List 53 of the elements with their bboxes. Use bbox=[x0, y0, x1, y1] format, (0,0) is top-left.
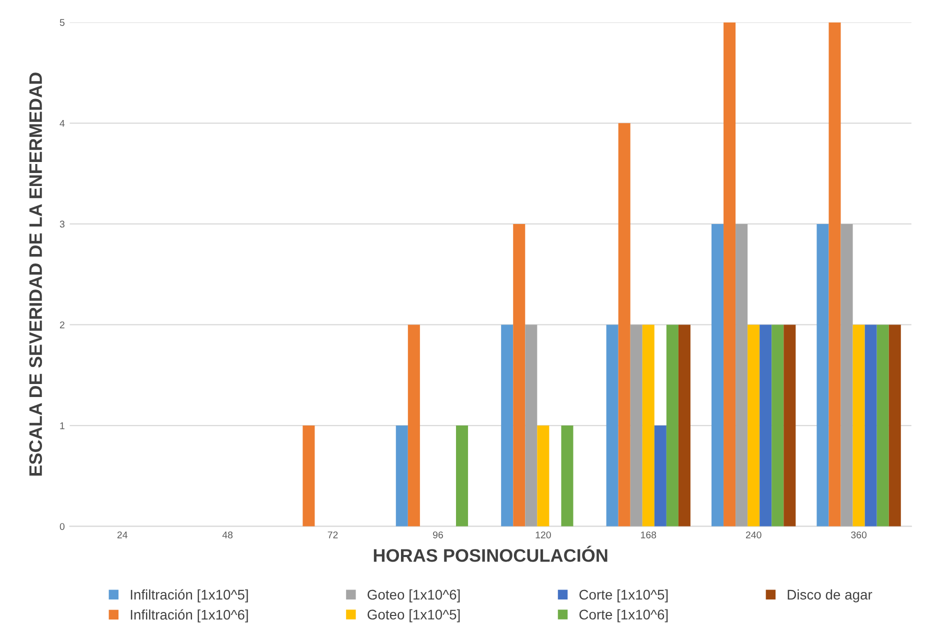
legend-label: Goteo [1x10^5] bbox=[368, 609, 460, 622]
y-tick-label: 0 bbox=[60, 523, 65, 530]
legend-label: Corte [1x10^5] bbox=[579, 589, 668, 602]
bar bbox=[876, 324, 889, 526]
x-tick-label: 240 bbox=[746, 531, 762, 538]
x-axis-title: HORAS POSINOCULACIÓN bbox=[374, 546, 608, 562]
bar bbox=[772, 324, 784, 526]
bar bbox=[736, 224, 748, 526]
x-tick-label: 24 bbox=[117, 531, 128, 538]
legend-label: Infiltración [1x10^5] bbox=[130, 589, 248, 602]
bar bbox=[666, 324, 678, 526]
y-axis-title: ESCALA DE SEVERIDAD DE LA ENFERMEDAD bbox=[29, 72, 42, 476]
bar bbox=[513, 224, 526, 526]
bar bbox=[840, 224, 853, 526]
bar bbox=[456, 426, 468, 526]
y-tick-label: 4 bbox=[60, 120, 65, 127]
bar bbox=[828, 22, 841, 526]
bar bbox=[606, 324, 618, 526]
bar bbox=[852, 324, 865, 526]
legend-label: Disco de agar bbox=[788, 589, 872, 602]
bar bbox=[724, 22, 736, 526]
x-tick-label: 96 bbox=[433, 531, 443, 538]
legend-label: Goteo [1x10^6] bbox=[368, 589, 460, 602]
x-tick-label: 72 bbox=[328, 531, 338, 538]
x-tick-label: 48 bbox=[222, 531, 233, 538]
bar bbox=[888, 324, 901, 526]
bar bbox=[784, 324, 796, 526]
bar bbox=[537, 426, 550, 526]
bar bbox=[630, 324, 642, 526]
y-tick-label: 1 bbox=[60, 422, 64, 430]
bar bbox=[678, 324, 690, 526]
bar bbox=[396, 426, 408, 526]
x-tick-label: 360 bbox=[851, 531, 867, 538]
bar bbox=[408, 324, 420, 526]
bar bbox=[748, 324, 760, 526]
bar bbox=[712, 224, 724, 526]
bar bbox=[642, 324, 654, 526]
bar bbox=[302, 426, 315, 526]
bar bbox=[561, 426, 574, 526]
y-tick-label: 5 bbox=[60, 19, 64, 26]
x-tick-label: 120 bbox=[536, 531, 551, 538]
y-tick-label: 3 bbox=[60, 220, 64, 228]
x-tick-label: 168 bbox=[641, 531, 656, 538]
bar bbox=[654, 426, 666, 526]
legend-label: Infiltración [1x10^6] bbox=[130, 609, 248, 622]
bar bbox=[816, 224, 829, 526]
bar bbox=[760, 324, 772, 526]
legend-label: Corte [1x10^6] bbox=[579, 609, 668, 622]
bar bbox=[864, 324, 877, 526]
bar bbox=[501, 324, 514, 526]
bar bbox=[618, 123, 630, 526]
bar bbox=[525, 324, 538, 526]
y-tick-label: 2 bbox=[60, 321, 64, 328]
